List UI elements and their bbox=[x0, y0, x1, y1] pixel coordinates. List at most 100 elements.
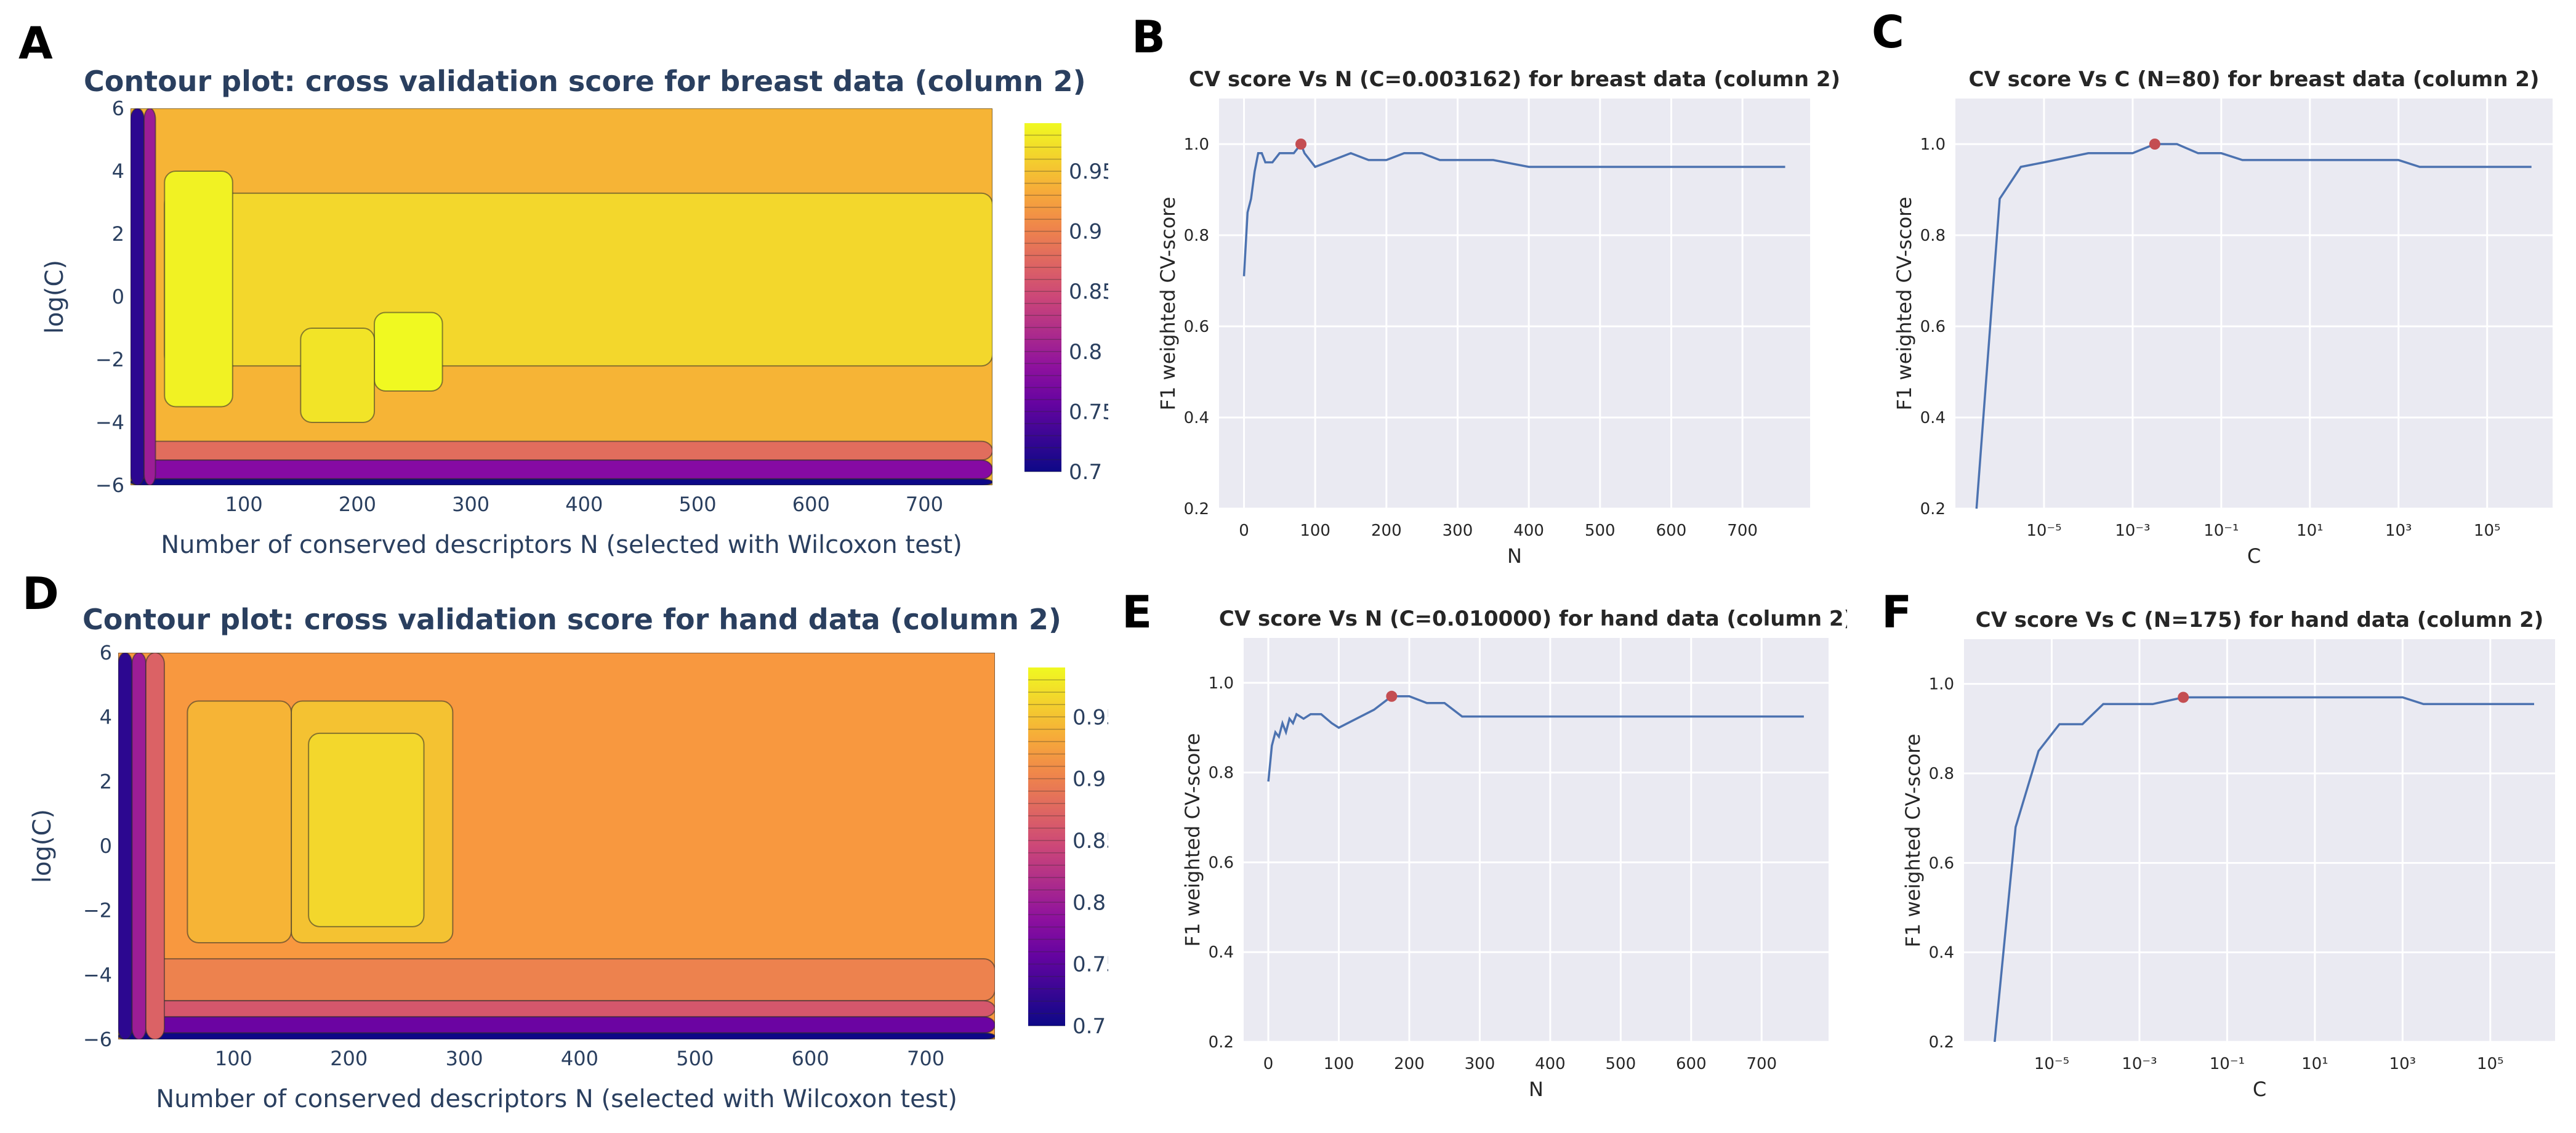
contour-region bbox=[164, 171, 233, 408]
colorbar-tick-label: 0.95 bbox=[1073, 705, 1108, 730]
x-tick-label: 600 bbox=[792, 493, 830, 516]
y-tick-label: 1.0 bbox=[1929, 675, 1954, 694]
y-tick-label: 2 bbox=[100, 770, 112, 793]
y-tick-label: 0.4 bbox=[1929, 944, 1954, 962]
y-tick-label: −4 bbox=[95, 411, 124, 434]
colorbar-tick-label: 0.7 bbox=[1073, 1014, 1106, 1039]
y-axis-label: F1 weighted CV-score bbox=[1181, 733, 1204, 947]
y-tick-label: 0 bbox=[112, 285, 124, 308]
contour-region bbox=[131, 108, 145, 485]
panel-letter-e: E bbox=[1122, 586, 1153, 638]
y-tick-label: 0.2 bbox=[1929, 1033, 1954, 1052]
y-tick-label: 0.6 bbox=[1209, 853, 1234, 872]
y-axis-label: log(C) bbox=[28, 809, 57, 883]
colorbar bbox=[1028, 667, 1065, 1026]
x-tick-label: 600 bbox=[1656, 522, 1687, 540]
series-line bbox=[1994, 696, 2534, 1042]
contour-plot-area bbox=[118, 653, 995, 1039]
x-tick-label: 200 bbox=[1394, 1055, 1425, 1073]
x-tick-label: 300 bbox=[1465, 1055, 1495, 1073]
chart-title: Contour plot: cross validation score for… bbox=[84, 65, 1086, 98]
y-axis-label: F1 weighted CV-score bbox=[1156, 197, 1180, 411]
x-tick-label: 10⁻³ bbox=[2122, 1055, 2157, 1073]
colorbar-tick-label: 0.85 bbox=[1069, 280, 1108, 304]
colorbar-tick-label: 0.7 bbox=[1069, 460, 1102, 485]
plot-background bbox=[1219, 99, 1810, 509]
panel-letter-c: C bbox=[1872, 6, 1904, 58]
contour-region bbox=[118, 958, 995, 1002]
contour-region bbox=[374, 312, 443, 392]
colorbar bbox=[1024, 123, 1061, 472]
x-tick-label: 700 bbox=[1727, 522, 1758, 540]
colorbar-tick-label: 0.8 bbox=[1073, 890, 1106, 915]
y-tick-label: 0.4 bbox=[1209, 943, 1234, 962]
y-tick-label: −6 bbox=[95, 474, 124, 497]
panel-letter-b: B bbox=[1132, 11, 1165, 63]
x-tick-label: 500 bbox=[1585, 522, 1616, 540]
x-tick-label: 300 bbox=[446, 1047, 483, 1070]
y-tick-label: 1.0 bbox=[1184, 135, 1209, 154]
x-tick-label: 10⁻¹ bbox=[2204, 522, 2239, 540]
y-tick-label: 6 bbox=[100, 641, 112, 664]
x-tick-label: 300 bbox=[1443, 522, 1473, 540]
contour-region bbox=[118, 1032, 995, 1039]
x-tick-label: 10¹ bbox=[2301, 1055, 2328, 1073]
chart-title: CV score Vs C (N=80) for breast data (co… bbox=[1969, 67, 2540, 92]
contour-region bbox=[164, 192, 992, 367]
y-tick-label: −2 bbox=[83, 899, 112, 922]
plot-background bbox=[1964, 639, 2555, 1042]
contour-region bbox=[300, 328, 376, 423]
y-axis-label: F1 weighted CV-score bbox=[1893, 197, 1916, 411]
y-tick-label: −2 bbox=[95, 348, 124, 371]
line-chart-breast-n: CV score Vs N (C=0.003162) for breast da… bbox=[1156, 67, 1840, 566]
y-tick-label: 0.8 bbox=[1209, 764, 1234, 783]
panel-letter-a: A bbox=[18, 17, 53, 69]
x-tick-label: 700 bbox=[907, 1047, 944, 1070]
x-tick-label: 10⁵ bbox=[2477, 1055, 2504, 1073]
x-tick-label: 100 bbox=[215, 1047, 252, 1070]
x-tick-label: 600 bbox=[792, 1047, 829, 1070]
colorbar-tick-label: 0.85 bbox=[1073, 829, 1108, 853]
x-tick-label: 500 bbox=[1606, 1055, 1636, 1073]
x-tick-label: 500 bbox=[676, 1047, 714, 1070]
line-chart-hand-n: CV score Vs N (C=0.010000) for hand data… bbox=[1181, 607, 1847, 1101]
y-tick-label: 1.0 bbox=[1209, 674, 1234, 693]
contour-region bbox=[118, 653, 133, 1039]
x-tick-label: 10³ bbox=[2389, 1055, 2417, 1073]
x-tick-label: 10⁻⁵ bbox=[2026, 522, 2061, 540]
panel-letter-d: D bbox=[22, 568, 59, 619]
line-chart-breast-c: CV score Vs C (N=80) for breast data (co… bbox=[1893, 67, 2553, 566]
chart-title: CV score Vs N (C=0.003162) for breast da… bbox=[1189, 67, 1840, 92]
y-tick-label: 0.8 bbox=[1929, 765, 1954, 783]
colorbar-tick-label: 0.95 bbox=[1069, 159, 1108, 184]
y-tick-label: 0.6 bbox=[1184, 318, 1209, 336]
x-tick-label: 100 bbox=[1324, 1055, 1354, 1073]
series-line bbox=[1267, 695, 1804, 782]
x-tick-label: 400 bbox=[1513, 522, 1544, 540]
y-tick-label: −4 bbox=[83, 963, 112, 986]
y-tick-label: 2 bbox=[112, 222, 124, 246]
x-axis-label: C bbox=[2247, 544, 2261, 566]
x-tick-label: 400 bbox=[565, 493, 603, 516]
y-tick-label: 0 bbox=[100, 834, 112, 858]
y-tick-label: 0.6 bbox=[1920, 318, 1946, 336]
best-score-point bbox=[1295, 139, 1307, 150]
colorbar-tick-label: 0.75 bbox=[1069, 400, 1108, 424]
x-tick-label: 200 bbox=[330, 1047, 368, 1070]
contour-region bbox=[145, 653, 165, 1039]
contour-region bbox=[131, 459, 992, 480]
best-score-point bbox=[2149, 139, 2160, 150]
x-tick-label: 100 bbox=[1300, 522, 1330, 540]
colorbar-tick-label: 0.75 bbox=[1073, 953, 1108, 977]
contour-plot-area bbox=[131, 108, 992, 485]
y-tick-label: 0.8 bbox=[1184, 227, 1209, 245]
x-tick-label: 10³ bbox=[2385, 522, 2412, 540]
line-chart-hand-c: CV score Vs C (N=175) for hand data (col… bbox=[1901, 608, 2555, 1101]
x-tick-label: 600 bbox=[1676, 1055, 1707, 1073]
plot-background bbox=[1244, 638, 1829, 1042]
chart-title: CV score Vs C (N=175) for hand data (col… bbox=[1976, 608, 2544, 632]
y-tick-label: 0.4 bbox=[1184, 409, 1209, 427]
x-tick-label: 200 bbox=[1371, 522, 1402, 540]
x-tick-label: 700 bbox=[1746, 1055, 1777, 1073]
x-tick-label: 500 bbox=[679, 493, 717, 516]
